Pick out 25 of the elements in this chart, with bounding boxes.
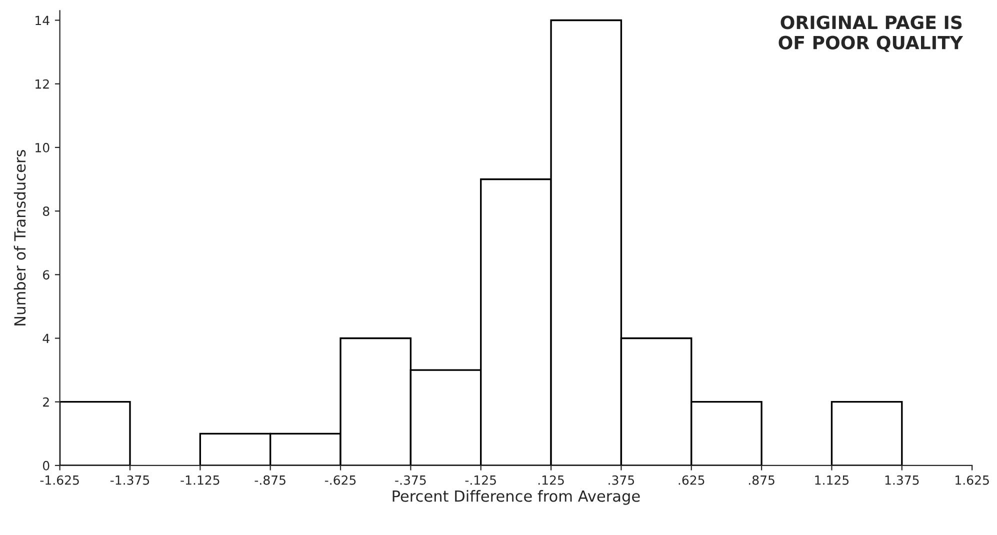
- x-tick-label: .875: [748, 475, 774, 485]
- y-tick-label: 0: [42, 460, 50, 470]
- y-axis-title: Number of Transducers: [14, 150, 26, 326]
- x-tick-label: -.875: [254, 475, 286, 485]
- y-tick-label: 12: [36, 79, 49, 89]
- x-tick-label: .125: [538, 475, 564, 485]
- y-tick-label: 14: [36, 16, 50, 25]
- y-tick-label: 6: [43, 270, 50, 280]
- y-tick-label: 2: [43, 397, 49, 407]
- y-tick-label: 4: [42, 334, 50, 343]
- x-axis-title: Percent Difference from Average: [392, 490, 640, 505]
- x-tick-label: -.125: [465, 475, 496, 485]
- x-tick-label: -1.125: [180, 475, 220, 485]
- x-tick-label: -.375: [395, 475, 426, 485]
- y-tick-label: 10: [36, 142, 50, 152]
- annotation: ORIGINAL PAGE IS OF POOR QUALITY: [778, 16, 964, 52]
- y-tick-label: 8: [42, 206, 50, 216]
- x-tick-label: -1.375: [110, 475, 150, 485]
- x-tick-label: .375: [608, 475, 634, 485]
- x-tick-label: -.625: [324, 475, 356, 485]
- x-tick-label: 1.125: [815, 475, 849, 485]
- x-tick-label: 1.625: [956, 475, 989, 485]
- x-tick-label: -1.625: [40, 475, 79, 485]
- x-tick-label: 1.375: [885, 475, 919, 485]
- x-tick-label: .625: [678, 475, 704, 485]
